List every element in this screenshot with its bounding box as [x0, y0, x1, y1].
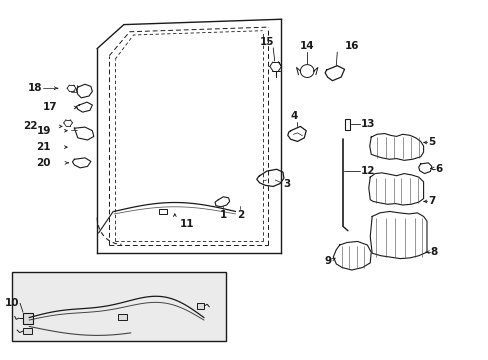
Text: 22: 22 — [23, 121, 38, 131]
Text: 19: 19 — [37, 126, 51, 136]
Text: 3: 3 — [283, 179, 289, 189]
Text: 16: 16 — [344, 41, 358, 51]
Text: 18: 18 — [28, 83, 42, 93]
Bar — [196, 303, 204, 309]
Text: 7: 7 — [427, 197, 435, 206]
Text: 20: 20 — [37, 158, 51, 168]
Text: 6: 6 — [435, 163, 442, 174]
Bar — [118, 314, 126, 320]
Bar — [159, 208, 166, 214]
Bar — [345, 118, 349, 130]
Text: 1: 1 — [219, 210, 226, 220]
Text: 9: 9 — [324, 256, 331, 266]
Text: 12: 12 — [360, 166, 374, 176]
Text: 14: 14 — [299, 41, 314, 51]
Text: 10: 10 — [5, 298, 20, 308]
Text: 5: 5 — [427, 138, 435, 148]
Text: 2: 2 — [236, 210, 244, 220]
Text: 15: 15 — [259, 37, 274, 47]
Bar — [23, 313, 33, 324]
Bar — [23, 328, 32, 334]
FancyBboxPatch shape — [12, 272, 225, 342]
Text: 8: 8 — [430, 247, 437, 257]
Text: 21: 21 — [37, 142, 51, 152]
Text: 13: 13 — [360, 118, 374, 129]
Text: 4: 4 — [290, 111, 298, 121]
Text: 11: 11 — [179, 219, 194, 229]
Text: 17: 17 — [42, 103, 57, 112]
